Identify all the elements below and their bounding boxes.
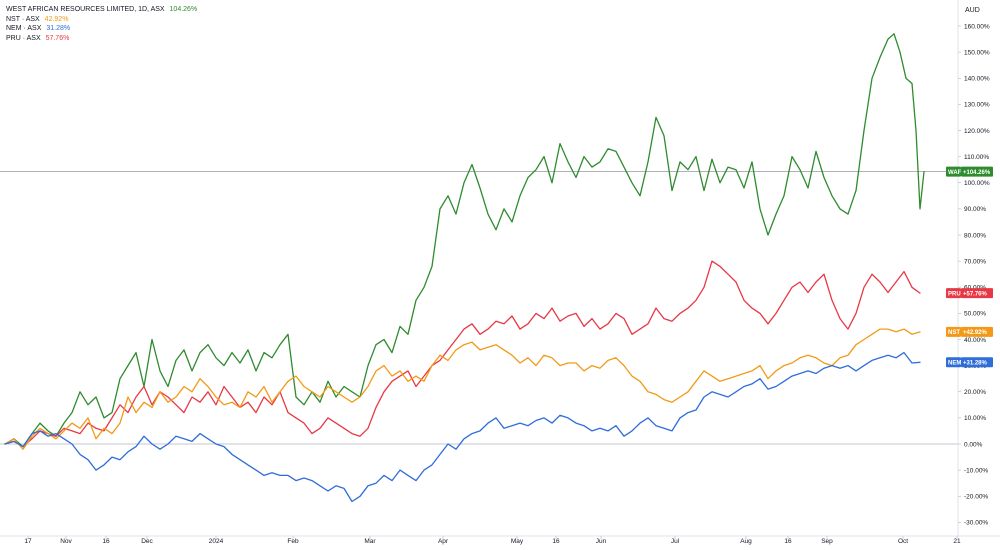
x-tick-label: Mar (364, 538, 376, 545)
badge-value: +42.92% (963, 330, 988, 336)
y-tick-label: 0.00% (964, 441, 983, 448)
x-tick-label: 17 (24, 538, 32, 545)
badge-value-box (961, 166, 993, 177)
y-tick-label: 50.00% (964, 311, 986, 318)
x-tick-label: Dec (141, 538, 153, 545)
x-tick-label: Sep (821, 538, 833, 545)
badge-value: +104.26% (963, 170, 991, 176)
badge-value-box (961, 288, 993, 299)
legend-name-pru: PRU · ASX (6, 34, 41, 42)
x-tick-label: 21 (953, 538, 961, 545)
y-tick-label: 70.00% (964, 258, 986, 265)
badge-ticker-box (946, 166, 961, 177)
series-line-nst (4, 328, 921, 450)
badge-ticker-box (946, 326, 961, 337)
badge-value: +31.28% (963, 360, 988, 366)
x-tick-label: 16 (552, 538, 560, 545)
badge-nem: NEM +31.28% (946, 357, 993, 368)
y-tick-label: 140.00% (964, 76, 990, 83)
x-tick-label: 16 (784, 538, 792, 545)
legend-value-nst: 42.92% (44, 15, 69, 23)
legend-name-nem: NEM · ASX (6, 25, 42, 32)
x-tick-label: 16 (102, 538, 110, 545)
badge-value-box (961, 357, 993, 368)
y-tick-label: 110.00% (964, 154, 989, 161)
y-tick-label: 90.00% (964, 206, 986, 213)
x-tick-label: Apr (438, 538, 449, 545)
y-tick-label: 80.00% (964, 232, 986, 239)
x-tick-label: Feb (287, 538, 299, 545)
legend-row-pru[interactable]: PRU · ASX 57.76% (6, 34, 197, 44)
series-line-pru (4, 260, 921, 448)
y-tick-label: 120.00% (964, 128, 990, 135)
legend-row-nem[interactable]: NEM · ASX 31.28% (6, 24, 197, 34)
badge-ticker-box (946, 288, 961, 299)
badge-ticker: WAF (948, 170, 962, 176)
y-tick-label: 160.00% (964, 23, 990, 30)
chart-legend: WEST AFRICAN RESOURCES LIMITED, 1D, ASX … (6, 5, 197, 43)
badge-value-box (961, 326, 993, 337)
badge-waf: WAF +104.26% (946, 166, 993, 177)
legend-value-waf: 104.26% (169, 6, 198, 13)
y-tick-label: 150.00% (964, 49, 990, 56)
badge-ticker: PRU (948, 291, 961, 297)
x-tick-label: Jul (671, 538, 680, 545)
y-tick-label: 40.00% (964, 337, 986, 344)
legend-row-nst[interactable]: NST · ASX 42.92% (6, 15, 197, 25)
y-tick-label: 130.00% (964, 102, 990, 109)
badge-value: +57.76% (963, 291, 988, 297)
y-tick-label: 60.00% (964, 285, 986, 292)
x-tick-label: May (511, 538, 524, 545)
legend-name-nst: NST · ASX (6, 15, 40, 23)
series-line-nem (4, 351, 921, 503)
x-tick-label: Aug (740, 538, 752, 545)
y-tick-label: -30.00% (964, 520, 988, 527)
grid-layer (0, 171, 958, 445)
series-line-waf (4, 33, 925, 448)
y-tick-label: 20.00% (964, 389, 986, 396)
legend-value-pru: 57.76% (45, 34, 70, 42)
y-tick-label: -20.00% (964, 494, 988, 501)
legend-row-waf[interactable]: WEST AFRICAN RESOURCES LIMITED, 1D, ASX … (6, 5, 197, 15)
legend-value-nem: 31.28% (46, 25, 71, 32)
currency-label: AUD (965, 7, 980, 14)
x-tick-label: Oct (898, 538, 908, 545)
y-tick-label: -10.00% (964, 467, 988, 474)
x-tick-label: 2024 (209, 538, 224, 545)
y-tick-label: 10.00% (964, 415, 986, 422)
badge-ticker: NST (948, 330, 960, 336)
badge-ticker: NEM (948, 360, 961, 366)
badge-ticker-box (946, 357, 961, 368)
y-tick-label: 100.00% (964, 180, 990, 187)
x-tick-label: Jun (596, 538, 607, 545)
badge-pru: PRU +57.76% (946, 288, 993, 299)
badge-layer: WAF +104.26% PRU +57.76% NST +42.92% NEM +31.28… (946, 166, 993, 368)
legend-name-waf: WEST AFRICAN RESOURCES LIMITED, 1D, ASX (6, 6, 165, 13)
x-tick-label: Nov (60, 538, 72, 545)
badge-nst: NST +42.92% (946, 326, 993, 337)
series-layer (4, 33, 925, 503)
